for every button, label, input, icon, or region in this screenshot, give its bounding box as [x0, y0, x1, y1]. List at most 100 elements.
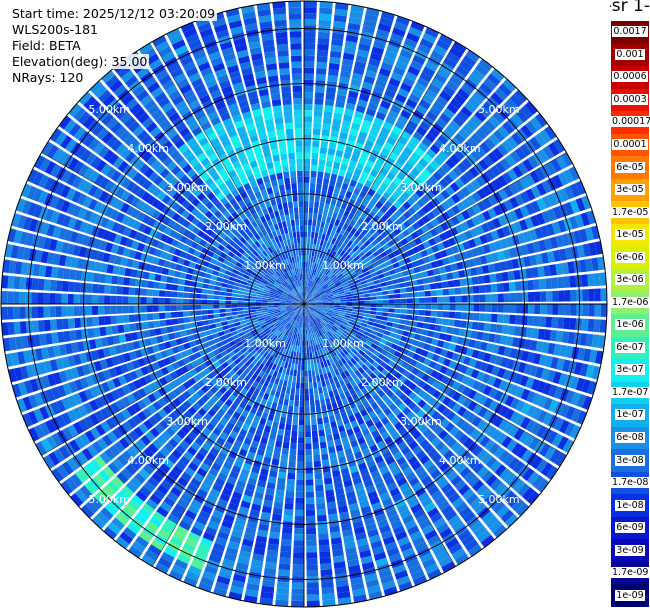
- ray-gate-cell: [332, 291, 339, 295]
- ray-gate-cell: [394, 209, 403, 218]
- ray-gate-cell: [433, 155, 445, 166]
- ray-gate-cell: [251, 559, 264, 568]
- ray-gate-cell: [339, 392, 346, 400]
- ray-gate-cell: [456, 213, 466, 223]
- ray-gate-cell: [359, 395, 367, 404]
- ray-gate-cell: [405, 471, 417, 482]
- ray-gate-cell: [446, 272, 454, 280]
- ray-gate-cell: [65, 477, 78, 491]
- ray-gate-cell: [102, 434, 113, 447]
- ray-gate-cell: [260, 398, 268, 406]
- ray-gate-cell: [356, 343, 363, 350]
- ray-gate-cell: [318, 289, 325, 294]
- ray-gate-cell: [363, 293, 371, 298]
- ray-gate-cell: [496, 505, 510, 519]
- ray-gate-cell: [152, 390, 162, 400]
- ray-gate-cell: [466, 154, 477, 166]
- ray-gate-cell: [321, 215, 327, 222]
- ray-gate-cell: [232, 334, 240, 340]
- ray-gate-cell: [152, 401, 162, 411]
- ray-gate-cell: [305, 503, 315, 510]
- ray-gate-cell: [468, 544, 483, 557]
- ray-gate-cell: [267, 439, 275, 447]
- ray-gate-cell: [33, 334, 41, 347]
- ray-gate-cell: [167, 401, 177, 411]
- ray-gate-cell: [84, 481, 97, 495]
- ray-gate-cell: [20, 365, 29, 380]
- ray-gate-cell: [485, 313, 492, 322]
- ray-gate-cell: [292, 305, 299, 308]
- ray-gate-cell: [269, 325, 276, 331]
- ray-gate-cell: [323, 318, 329, 323]
- ray-gate-cell: [183, 451, 194, 461]
- ray-gate-cell: [360, 212, 368, 221]
- ray-gate-cell: [334, 300, 341, 303]
- ray-gate-cell: [327, 338, 333, 345]
- ray-gate-cell: [259, 517, 270, 526]
- ray-gate-cell: [363, 310, 371, 314]
- ray-gate-cell: [364, 13, 379, 23]
- ray-gate-cell: [257, 315, 264, 319]
- ray-gate-cell: [301, 364, 304, 371]
- ray-gate-cell: [342, 529, 354, 538]
- ray-gate-cell: [285, 368, 291, 376]
- ray-gate-cell: [294, 363, 298, 371]
- ray-gate-cell: [118, 334, 127, 344]
- ray-gate-cell: [549, 236, 559, 249]
- ray-gate-cell: [235, 325, 242, 331]
- ray-gate-cell: [417, 243, 426, 252]
- ray-gate-cell: [520, 244, 529, 256]
- ray-gate-cell: [382, 255, 390, 262]
- ray-gate-cell: [316, 316, 322, 322]
- ray-gate-cell: [341, 365, 347, 372]
- ray-gate-cell: [309, 327, 312, 334]
- ray-gate-cell: [393, 176, 402, 186]
- ray-gate-cell: [452, 166, 463, 177]
- ray-gate-cell: [368, 227, 377, 235]
- ray-gate-cell: [471, 68, 485, 81]
- ray-gate-cell: [128, 305, 135, 314]
- ray-gate-cell: [530, 215, 540, 227]
- ray-gate-cell: [441, 407, 452, 418]
- ray-gate-cell: [104, 316, 112, 325]
- ray-gate-cell: [238, 550, 252, 559]
- ray-gate-cell: [304, 152, 311, 159]
- ray-gate-cell: [377, 218, 385, 227]
- ray-gate-cell: [497, 125, 510, 139]
- ray-gate-cell: [374, 319, 382, 324]
- ray-gate-cell: [132, 340, 141, 350]
- ray-gate-cell: [274, 330, 280, 336]
- ray-gate-cell: [74, 379, 84, 391]
- ray-gate-cell: [98, 316, 106, 326]
- ray-gate-cell: [258, 390, 265, 399]
- ray-gate-cell: [532, 353, 542, 365]
- ray-gate-cell: [55, 357, 64, 370]
- ray-gate-cell: [95, 424, 106, 436]
- ray-gate-cell: [367, 490, 378, 500]
- ray-gate-cell: [352, 309, 359, 312]
- ray-gate-cell: [55, 414, 67, 428]
- ray-gate-cell: [530, 185, 541, 199]
- ray-gate-cell: [290, 311, 295, 317]
- ray-gate-cell: [452, 403, 462, 413]
- ray-gate-cell: [437, 356, 446, 365]
- ray-gate-cell: [371, 275, 379, 281]
- ray-gate-cell: [33, 424, 45, 439]
- ray-gate-cell: [279, 300, 286, 303]
- ray-gate-cell: [412, 405, 422, 415]
- ray-gate-cell: [208, 284, 215, 290]
- ray-gate-cell: [121, 485, 134, 498]
- ray-gate-cell: [104, 305, 111, 315]
- ray-gate-cell: [179, 455, 190, 466]
- ray-gate-cell: [291, 312, 296, 318]
- ray-gate-cell: [367, 528, 379, 538]
- ray-gate-cell: [384, 364, 393, 372]
- ray-gate-cell: [319, 349, 324, 356]
- ray-gate-cell: [272, 383, 278, 391]
- ray-gate-cell: [68, 381, 78, 393]
- ray-gate-cell: [438, 266, 446, 274]
- ray-gate-cell: [350, 78, 362, 87]
- ray-gate-cell: [301, 322, 303, 329]
- ray-gate-cell: [424, 310, 432, 317]
- ray-gate-cell: [541, 341, 550, 354]
